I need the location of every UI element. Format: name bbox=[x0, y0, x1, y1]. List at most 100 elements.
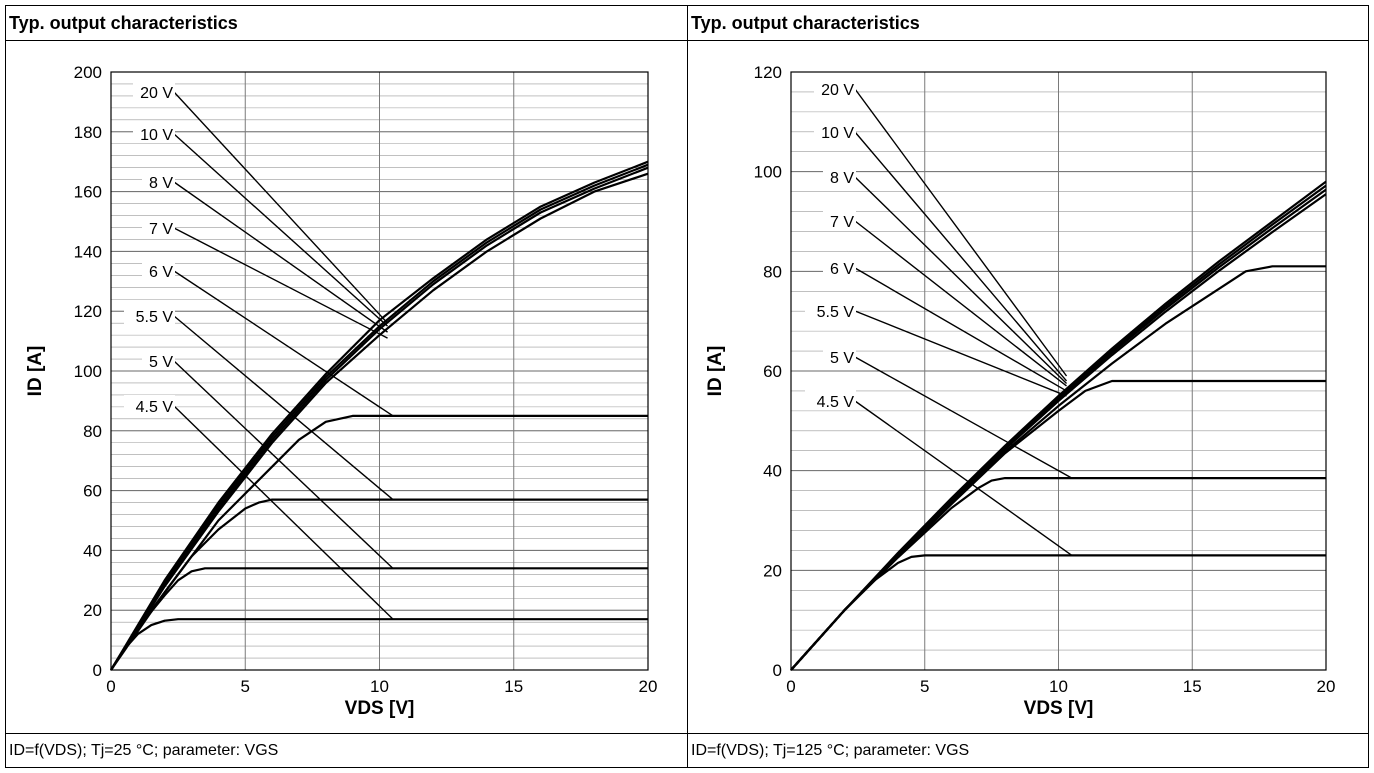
x-tick-label: 5 bbox=[920, 677, 929, 696]
label-leader-line bbox=[854, 220, 1067, 387]
label-leader-line bbox=[854, 310, 1067, 397]
label-leader-line bbox=[854, 356, 1073, 479]
panel-125c: Typ. output characteristics 0 20 40 60 80 100… bbox=[688, 6, 1368, 767]
y-tick-label: 60 bbox=[763, 362, 782, 381]
y-tick-label: 120 bbox=[754, 63, 782, 82]
panel-25c: Typ. output characteristics 0 20 40 60 80 100… bbox=[6, 6, 688, 767]
series-line bbox=[110, 160, 649, 671]
series-label: 4.5 V bbox=[136, 399, 174, 416]
label-background bbox=[142, 260, 175, 280]
x-tick-label: 5 bbox=[241, 677, 250, 696]
series-label: 20 V bbox=[821, 82, 854, 99]
series-labels: 20 V 10 V 8 V 7 V 6 V 5.5 V 5 V 4.5 V bbox=[805, 78, 1073, 556]
label-leader-line bbox=[173, 227, 388, 339]
y-tick-label: 20 bbox=[763, 561, 782, 580]
caption-text: ID=f(VDS); Tj=125 °C; parameter: VGS bbox=[691, 742, 970, 759]
label-background bbox=[142, 171, 175, 191]
series-line bbox=[110, 172, 649, 671]
series-label: 5.5 V bbox=[136, 309, 174, 326]
y-tick-label: 60 bbox=[83, 482, 102, 501]
series-line bbox=[110, 166, 649, 671]
x-tick-label: 0 bbox=[786, 677, 795, 696]
label-background bbox=[823, 166, 856, 186]
series-label: 4.5 V bbox=[817, 394, 855, 411]
series-label: 5 V bbox=[830, 350, 854, 367]
label-background bbox=[142, 217, 175, 237]
label-background bbox=[823, 257, 856, 277]
label-leader-line bbox=[173, 360, 394, 569]
series-labels: 20 V 10 V 8 V 7 V 6 V 5.5 V 5 V 4.5 V bbox=[124, 81, 394, 620]
y-tick-label: 20 bbox=[83, 601, 102, 620]
series-line bbox=[110, 567, 648, 671]
series-label: 5 V bbox=[149, 354, 173, 371]
label-leader-line bbox=[173, 181, 388, 333]
label-background bbox=[814, 121, 856, 141]
label-background bbox=[133, 81, 175, 101]
series-label: 10 V bbox=[140, 127, 173, 144]
output-characteristics-chart-125c: 0 20 40 60 80 100 120 0 5 10 15 20 VDS [V] ID [A] 20 V… bbox=[705, 63, 1336, 719]
label-leader-line bbox=[173, 315, 394, 501]
series-line bbox=[110, 618, 648, 671]
label-background bbox=[133, 123, 175, 143]
output-characteristics-chart-25c: 0 20 40 60 80 100 120 140 160 180 200 0 5 10 15 20 VDS [… bbox=[25, 63, 658, 719]
chart-caption: ID=f(VDS); Tj=125 °C; parameter: VGS bbox=[688, 733, 1368, 767]
label-background bbox=[142, 350, 175, 370]
series-label: 7 V bbox=[149, 221, 173, 238]
label-leader-line bbox=[173, 91, 389, 324]
plot-frame bbox=[790, 71, 1327, 671]
label-background bbox=[814, 78, 856, 98]
series-label: 8 V bbox=[830, 170, 854, 187]
label-background bbox=[124, 305, 175, 325]
series-label: 20 V bbox=[140, 85, 173, 102]
y-tick-label: 80 bbox=[83, 422, 102, 441]
x-tick-label: 0 bbox=[106, 677, 115, 696]
y-tick-label: 180 bbox=[74, 123, 102, 142]
datasheet-figure: Typ. output characteristics 0 20 40 60 80 100… bbox=[5, 5, 1369, 768]
y-tick-label: 40 bbox=[83, 541, 102, 560]
y-tick-label: 120 bbox=[74, 302, 102, 321]
y-tick-label: 200 bbox=[74, 63, 102, 82]
series-group bbox=[790, 180, 1327, 671]
series-label: 7 V bbox=[830, 214, 854, 231]
label-background bbox=[823, 346, 856, 366]
x-axis-label: VDS [V] bbox=[345, 698, 415, 719]
caption-text: ID=f(VDS); Tj=25 °C; parameter: VGS bbox=[9, 742, 279, 759]
y-axis-label: ID [A] bbox=[705, 346, 726, 397]
y-tick-label: 100 bbox=[74, 362, 102, 381]
series-label: 10 V bbox=[821, 125, 854, 142]
label-leader-line bbox=[173, 270, 394, 417]
label-leader-line bbox=[854, 131, 1068, 382]
x-tick-label: 10 bbox=[1049, 677, 1068, 696]
label-leader-line bbox=[854, 88, 1068, 377]
series-line bbox=[790, 554, 1326, 671]
y-tick-label: 40 bbox=[763, 462, 782, 481]
y-tick-label: 0 bbox=[93, 661, 102, 680]
x-axis-label: VDS [V] bbox=[1024, 698, 1094, 719]
label-leader-line bbox=[173, 405, 394, 620]
plot-frame bbox=[110, 71, 649, 671]
y-axis-label: ID [A] bbox=[25, 346, 46, 397]
chart-title: Typ. output characteristics bbox=[6, 6, 687, 41]
label-background bbox=[805, 390, 856, 410]
label-leader-line bbox=[854, 400, 1073, 556]
series-label: 8 V bbox=[149, 175, 173, 192]
grid bbox=[110, 71, 649, 671]
x-tick-label: 10 bbox=[370, 677, 389, 696]
label-leader-line bbox=[854, 267, 1067, 392]
label-background bbox=[805, 300, 856, 320]
y-tick-label: 100 bbox=[754, 163, 782, 182]
x-tick-label: 15 bbox=[1183, 677, 1202, 696]
x-tick-label: 20 bbox=[639, 677, 658, 696]
label-background bbox=[823, 210, 856, 230]
series-label: 6 V bbox=[149, 264, 173, 281]
series-label: 6 V bbox=[830, 261, 854, 278]
label-background bbox=[124, 395, 175, 415]
y-tick-label: 140 bbox=[74, 242, 102, 261]
y-tick-label: 160 bbox=[74, 183, 102, 202]
label-leader-line bbox=[173, 133, 389, 327]
x-tick-label: 20 bbox=[1317, 677, 1336, 696]
series-label: 5.5 V bbox=[817, 304, 855, 321]
x-tick-label: 15 bbox=[504, 677, 523, 696]
y-tick-label: 0 bbox=[773, 661, 782, 680]
chart-title: Typ. output characteristics bbox=[688, 6, 1368, 41]
